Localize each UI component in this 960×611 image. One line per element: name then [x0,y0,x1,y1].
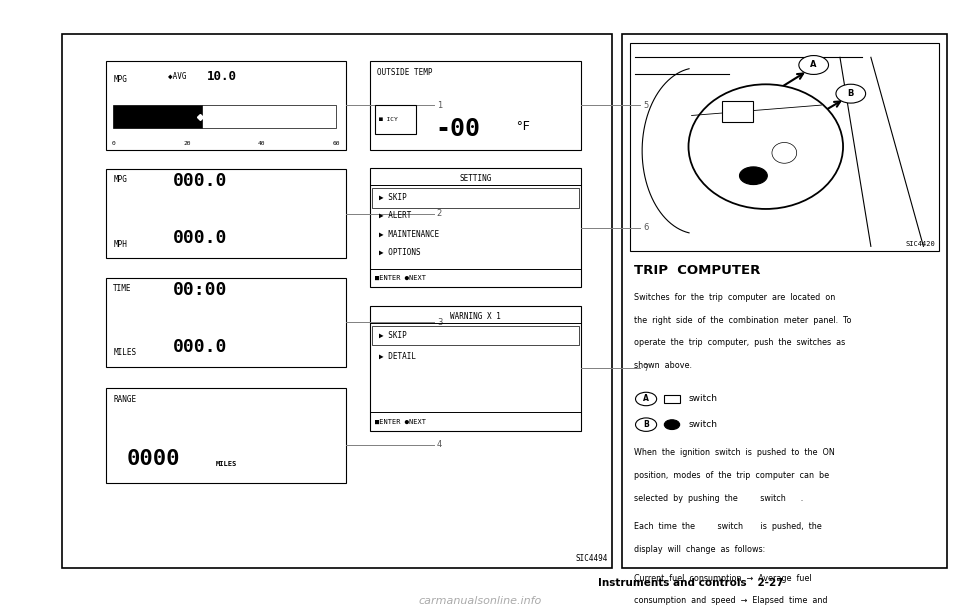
Bar [372,326,579,345]
Bar [622,34,947,568]
Text: 6: 6 [643,223,649,232]
Text: When  the  ignition  switch  is  pushed  to  the  ON: When the ignition switch is pushed to th… [634,448,834,458]
Text: ▶ MAINTENANCE: ▶ MAINTENANCE [379,230,440,238]
Bar [62,34,612,568]
Bar [370,168,581,287]
Text: 7: 7 [643,364,649,373]
Text: 40: 40 [258,141,266,146]
Text: 0: 0 [111,141,115,146]
Text: 000.0: 000.0 [173,172,228,190]
Text: 0000: 0000 [127,449,180,469]
Circle shape [739,167,767,185]
Circle shape [664,420,680,430]
Text: ◆AVG: ◆AVG [168,72,191,81]
Text: Switches  for  the  trip  computer  are  located  on: Switches for the trip computer are locat… [634,293,835,302]
Text: Each  time  the         switch       is  pushed,  the: Each time the switch is pushed, the [634,522,822,532]
Bar [630,43,939,251]
Bar [370,306,581,431]
Text: A: A [810,60,817,70]
Text: 5: 5 [643,101,648,110]
Bar [113,105,203,128]
Text: TRIP  COMPUTER: TRIP COMPUTER [634,264,760,277]
Bar [375,105,416,134]
Text: RANGE: RANGE [113,395,136,404]
Text: switch: switch [688,420,717,429]
Text: SIC4420: SIC4420 [905,241,935,247]
Text: B: B [848,89,854,98]
Ellipse shape [772,142,797,163]
Text: 000.0: 000.0 [173,229,228,247]
Text: ▶ ALERT: ▶ ALERT [379,211,412,220]
Bar [106,61,346,150]
Bar [106,169,346,258]
Text: -00: -00 [435,117,480,141]
Circle shape [799,56,828,75]
Bar [664,395,680,403]
Text: 10.0: 10.0 [206,70,236,83]
Text: ■ ICY: ■ ICY [379,117,398,122]
Text: Current  fuel  consumption  →  Average  fuel: Current fuel consumption → Average fuel [634,574,811,583]
Text: 00:00: 00:00 [173,281,228,299]
Text: the  right  side  of  the  combination  meter  panel.  To: the right side of the combination meter … [634,316,852,325]
Circle shape [636,392,657,406]
Bar [723,101,754,122]
Text: consumption  and  speed  →  Elapsed  time  and: consumption and speed → Elapsed time and [634,596,828,606]
Text: WARNING X 1: WARNING X 1 [450,312,500,321]
Text: 000.0: 000.0 [173,338,228,356]
Text: MPG: MPG [113,175,127,185]
Text: MILES: MILES [113,348,136,357]
Text: TIME: TIME [113,284,132,293]
Text: B: B [643,420,649,429]
Text: MPG: MPG [113,75,127,84]
Text: ▶ DETAIL: ▶ DETAIL [379,352,417,360]
Text: shown  above.: shown above. [634,361,691,370]
Text: 60: 60 [332,141,340,146]
Bar [372,188,579,208]
Bar [106,278,346,367]
Text: OUTSIDE TEMP: OUTSIDE TEMP [377,68,433,78]
Text: ■ENTER ●NEXT: ■ENTER ●NEXT [375,275,426,281]
Text: MILES: MILES [216,461,237,467]
Text: 2: 2 [437,209,442,218]
Text: ◆: ◆ [198,114,203,120]
Ellipse shape [688,84,843,209]
Text: switch: switch [688,395,717,403]
Text: A: A [643,395,649,403]
Text: display  will  change  as  follows:: display will change as follows: [634,545,765,554]
Text: MPH: MPH [113,240,127,249]
Text: Instruments and controls   2-27: Instruments and controls 2-27 [598,578,784,588]
Text: selected  by  pushing  the         switch      .: selected by pushing the switch . [634,494,803,503]
Circle shape [636,418,657,431]
Bar [370,61,581,150]
Circle shape [836,84,866,103]
Text: °F: °F [516,120,531,133]
Text: position,  modes  of  the  trip  computer  can  be: position, modes of the trip computer can… [634,471,828,480]
Text: SETTING: SETTING [459,174,492,183]
Text: SIC4494: SIC4494 [575,554,608,563]
Text: 3: 3 [437,318,443,327]
Text: ▶ SKIP: ▶ SKIP [379,331,407,339]
Text: ■ENTER ●NEXT: ■ENTER ●NEXT [375,419,426,425]
Bar [106,388,346,483]
Text: ▶ SKIP: ▶ SKIP [379,193,407,202]
Text: 1: 1 [437,101,442,110]
Bar [203,105,336,128]
Text: operate  the  trip  computer,  push  the  switches  as: operate the trip computer, push the swit… [634,338,845,348]
Text: ▶ OPTIONS: ▶ OPTIONS [379,248,420,257]
Text: carmanualsonline.info: carmanualsonline.info [419,596,541,606]
Text: 20: 20 [183,141,191,146]
Text: 4: 4 [437,441,442,449]
